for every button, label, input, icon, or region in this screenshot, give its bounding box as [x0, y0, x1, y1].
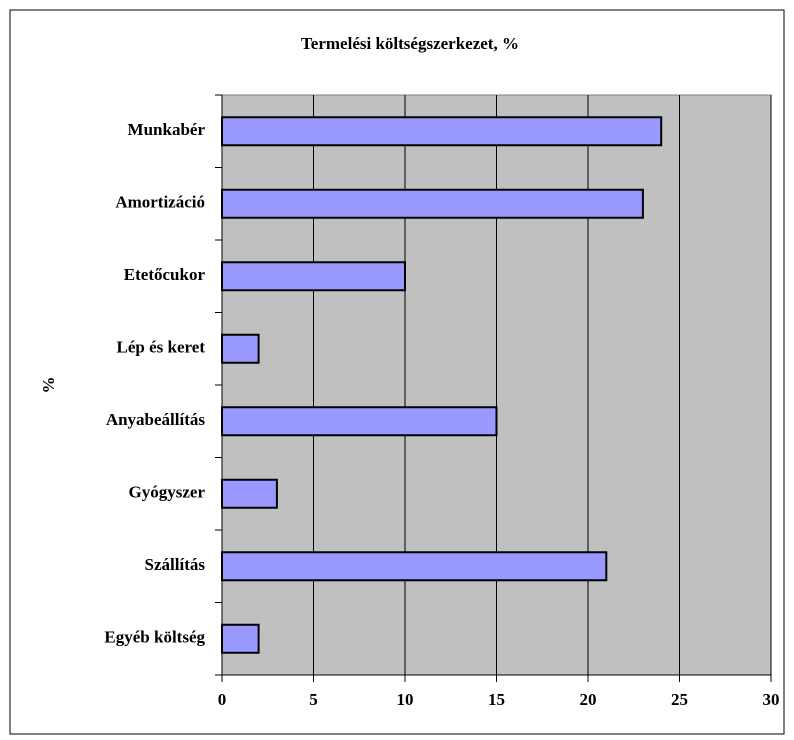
bar — [221, 406, 498, 437]
y-tick-label: Gyógyszer — [129, 483, 206, 502]
bar — [221, 261, 406, 292]
y-tick-label: Egyéb költség — [104, 628, 205, 647]
x-tick-label: 15 — [488, 690, 505, 709]
bar — [221, 623, 260, 654]
x-tick-label: 10 — [397, 690, 414, 709]
y-tick-label: Lép és keret — [117, 338, 206, 357]
bar — [221, 188, 644, 219]
y-tick-label: Amortizáció — [115, 193, 205, 212]
chart-title: Termelési költségszerkezet, % — [301, 34, 519, 53]
y-tick-label: Szállítás — [145, 555, 206, 574]
x-tick-label: 5 — [309, 690, 318, 709]
y-tick-label: Anyabeállítás — [106, 410, 206, 429]
bar — [221, 333, 260, 364]
y-tick-label: Etetőcukor — [124, 265, 206, 284]
y-tick-label: Munkabér — [128, 120, 206, 139]
x-tick-label: 25 — [671, 690, 688, 709]
x-tick-label: 0 — [218, 690, 227, 709]
bar — [221, 551, 608, 582]
y-axis-label: % — [39, 377, 58, 394]
bar — [221, 116, 663, 147]
x-tick-label: 20 — [580, 690, 597, 709]
bar — [221, 478, 278, 509]
x-tick-label: 30 — [763, 690, 780, 709]
